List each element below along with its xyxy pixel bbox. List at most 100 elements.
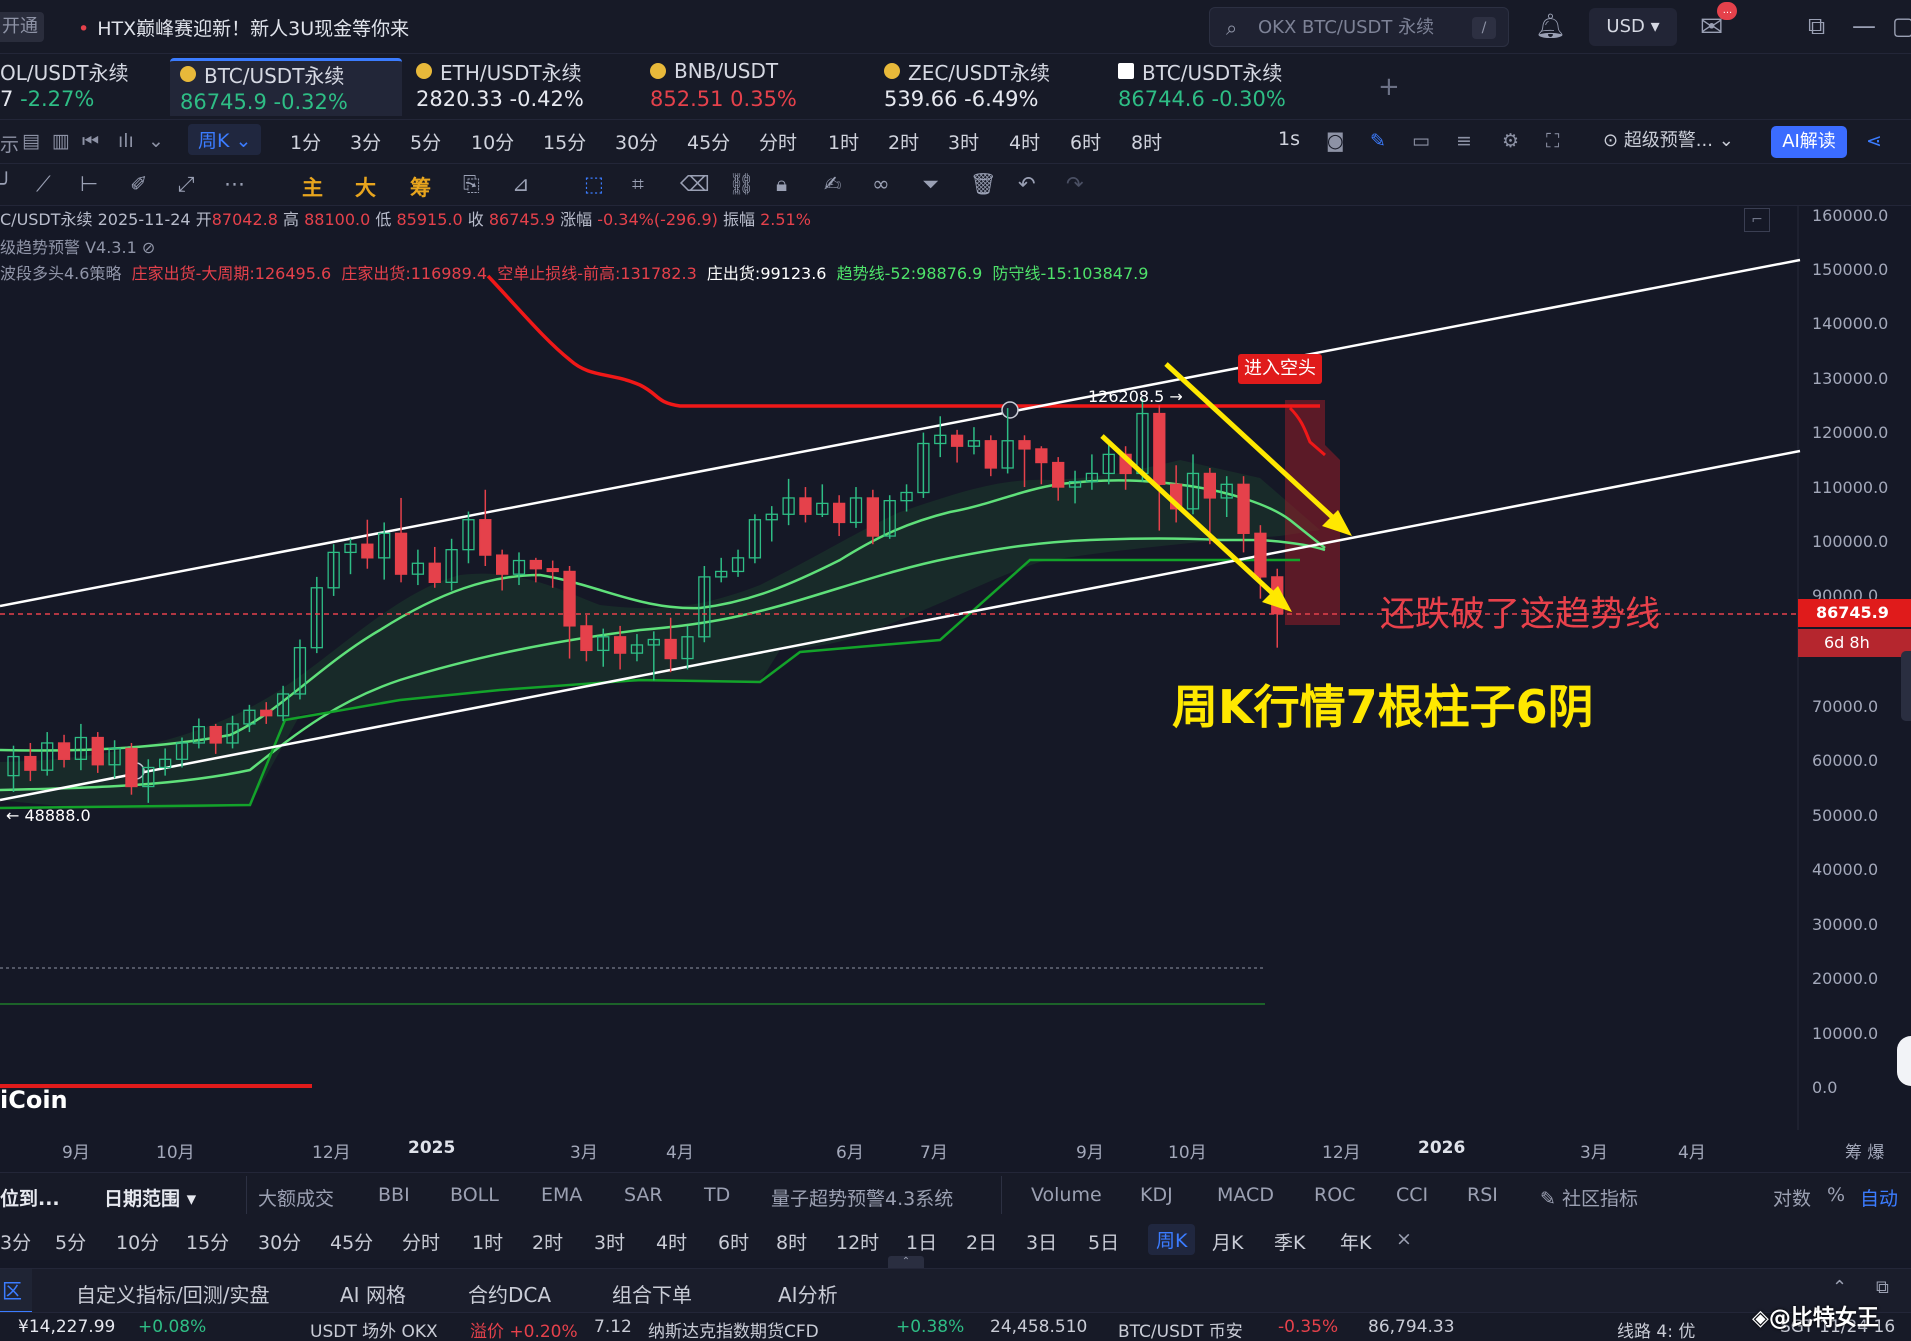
interval-8h[interactable]: 8时 xyxy=(1131,132,1163,154)
eye-off-icon[interactable]: ⊘ xyxy=(141,238,156,257)
community-indicator-button[interactable]: ✎ 社区指标 xyxy=(1540,1184,1638,1211)
candle-body[interactable] xyxy=(462,519,475,551)
ai-interpret-button[interactable]: AI解读 xyxy=(1771,126,1847,158)
candle-body[interactable] xyxy=(226,723,239,744)
candle-body[interactable] xyxy=(782,497,795,515)
indicator-kdj[interactable]: KDJ xyxy=(1140,1184,1173,1206)
candle-body[interactable] xyxy=(1220,483,1233,499)
candle-body[interactable] xyxy=(900,491,913,502)
more-icon[interactable]: ⋯ xyxy=(224,172,245,196)
chain-icon[interactable]: ⛓ xyxy=(728,172,755,196)
interval-30m[interactable]: 30分 xyxy=(615,132,659,154)
timeframe-16[interactable]: 3日 xyxy=(1026,1232,1058,1254)
interval-2h[interactable]: 2时 xyxy=(888,132,920,154)
candle-body[interactable] xyxy=(613,636,627,654)
candle-body[interactable] xyxy=(479,519,492,556)
candle-body[interactable] xyxy=(378,532,391,559)
select-icon[interactable]: ⬚ xyxy=(584,172,604,196)
ruler-icon[interactable]: ⌗ xyxy=(632,172,644,196)
candle-body[interactable] xyxy=(428,562,441,583)
candle-body[interactable] xyxy=(1085,472,1099,483)
candle-body[interactable] xyxy=(967,440,981,447)
indicator-icon[interactable]: ılı xyxy=(118,130,134,152)
edit-icon[interactable]: ✍ xyxy=(824,172,842,196)
ticker-tab-active[interactable]: BTC/USDT永续 86745.9 -0.32% xyxy=(170,58,402,116)
share-icon[interactable]: ⋖ xyxy=(1866,130,1882,152)
timeframe-13[interactable]: 12时 xyxy=(836,1232,880,1254)
collapse-icon[interactable]: ⌐ xyxy=(1744,208,1770,232)
candle-body[interactable] xyxy=(748,519,762,559)
ticker-tab[interactable]: ETH/USDT永续 2820.33 -0.42% xyxy=(406,58,626,116)
candle-body[interactable] xyxy=(512,559,526,575)
tick-1s[interactable]: 1s xyxy=(1278,128,1300,150)
comment-icon[interactable]: ▭ xyxy=(1412,130,1430,152)
timeframe-0[interactable]: 3分 xyxy=(0,1232,32,1254)
timeframe-2[interactable]: 10分 xyxy=(116,1232,160,1254)
candle-body[interactable] xyxy=(647,638,660,646)
date-range-button[interactable]: 日期范围 ▾ xyxy=(104,1188,197,1210)
interval-selected[interactable]: 周K ⌄ xyxy=(188,124,262,155)
candle-body[interactable] xyxy=(1052,461,1065,488)
candle-body[interactable] xyxy=(630,644,644,654)
timeframe-1[interactable]: 5分 xyxy=(55,1232,87,1254)
candle-body[interactable] xyxy=(950,434,964,447)
symbol-search[interactable]: ⌕ OKX BTC/USDT 永续 / xyxy=(1209,7,1509,47)
ticker-tab[interactable]: BTC/USDT永续 86744.6 -0.30% xyxy=(1108,58,1328,116)
candle-body[interactable] xyxy=(715,570,728,578)
interval-timeshare[interactable]: 分时 xyxy=(759,132,798,154)
timeframe-15[interactable]: 2日 xyxy=(966,1232,998,1254)
brush-icon[interactable]: ✐ xyxy=(130,172,148,196)
candle-body[interactable] xyxy=(866,497,879,537)
candle-body[interactable] xyxy=(833,502,846,524)
trash-icon[interactable]: 🗑︎ xyxy=(970,172,997,196)
candle-body[interactable] xyxy=(24,755,37,771)
indicator-big-trade[interactable]: 大额成交 xyxy=(258,1188,335,1210)
candle-body[interactable] xyxy=(158,758,172,769)
candle-body[interactable] xyxy=(1001,440,1014,469)
candle-body[interactable] xyxy=(293,647,307,695)
indicator-macd[interactable]: MACD xyxy=(1217,1184,1274,1206)
price-chart[interactable]: C/USDT永续 2025-11-24 开87042.8 高 88100.0 低… xyxy=(0,206,1911,1144)
candle-body[interactable] xyxy=(192,725,206,744)
candle-body[interactable] xyxy=(1102,453,1115,475)
candle-body[interactable] xyxy=(74,736,88,760)
timeframe-7[interactable]: 1时 xyxy=(472,1232,504,1254)
candle-body[interactable] xyxy=(260,709,273,717)
window-icon[interactable]: ⧉ xyxy=(1876,1277,1889,1298)
candle-body[interactable] xyxy=(799,497,812,515)
timeframe-6[interactable]: 分时 xyxy=(402,1232,441,1254)
candle-body[interactable] xyxy=(243,709,256,725)
add-tab-icon[interactable]: + xyxy=(1378,72,1400,102)
currency-selector[interactable]: USD ▾ xyxy=(1589,8,1677,46)
chart-canvas[interactable] xyxy=(0,206,1911,1144)
chip-icon[interactable]: ⎘ xyxy=(463,172,480,196)
tab-active[interactable]: 区 xyxy=(0,1269,32,1313)
indicator-boll[interactable]: BOLL xyxy=(450,1184,499,1206)
filter-icon[interactable]: ⏷ xyxy=(922,172,939,196)
candle-body[interactable] xyxy=(546,568,559,573)
candle-body[interactable] xyxy=(1203,472,1216,499)
timeframe-17[interactable]: 5日 xyxy=(1088,1232,1120,1254)
candle-body[interactable] xyxy=(1018,440,1031,450)
minimize-icon[interactable]: — xyxy=(1852,12,1876,40)
candle-body[interactable] xyxy=(1186,472,1200,510)
candle-body[interactable] xyxy=(664,638,677,660)
timeframe-8[interactable]: 2时 xyxy=(532,1232,564,1254)
rewind-icon[interactable]: ⏮ xyxy=(82,130,100,152)
timeframe-18[interactable]: 周K xyxy=(1148,1224,1196,1255)
indicator-td[interactable]: TD xyxy=(704,1184,731,1206)
window-layout-icon[interactable]: ⧉ xyxy=(1808,12,1826,40)
undo-icon[interactable]: ↶ xyxy=(1018,172,1036,196)
candle-body[interactable] xyxy=(310,587,323,649)
timeframe-14[interactable]: 1日 xyxy=(906,1232,938,1254)
indicator-quantum[interactable]: 量子超势预警4.3系统 xyxy=(771,1188,954,1210)
interval-3h[interactable]: 3时 xyxy=(948,132,980,154)
link-icon[interactable]: ∞ xyxy=(872,172,890,196)
ticker-tab[interactable]: BNB/USDT 852.51 0.35% xyxy=(640,58,860,116)
candle-body[interactable] xyxy=(209,725,222,744)
candle-body[interactable] xyxy=(108,747,121,766)
candle-body[interactable] xyxy=(1068,480,1082,488)
candle-body[interactable] xyxy=(445,549,458,583)
candle-body[interactable] xyxy=(529,559,542,570)
candle-body[interactable] xyxy=(1237,483,1250,534)
